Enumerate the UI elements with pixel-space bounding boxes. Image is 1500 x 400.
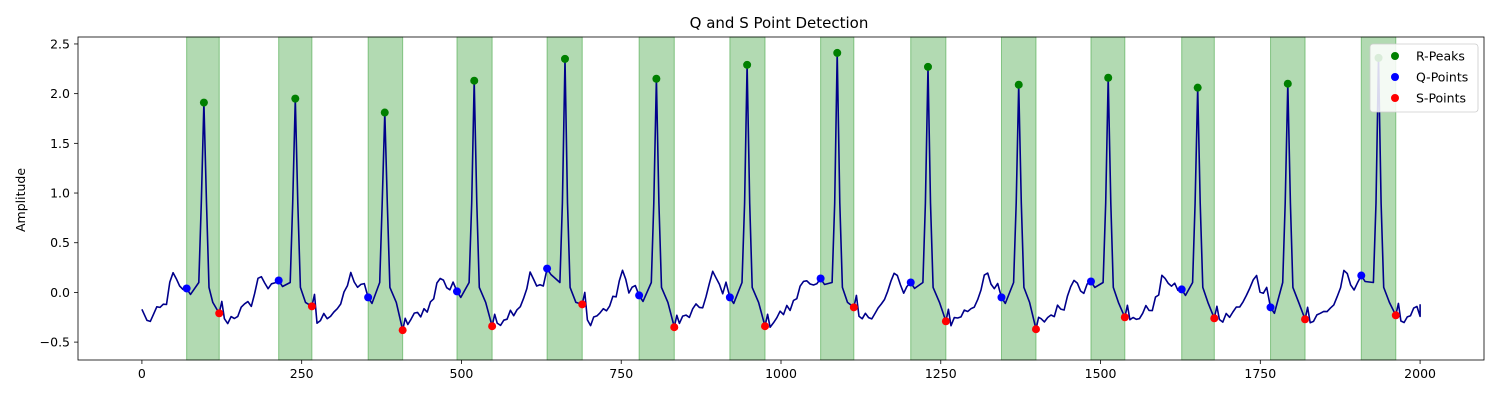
detection-bands: [186, 36, 1397, 361]
legend: R-Peaks Q-Points S-Points: [1369, 43, 1479, 113]
s-point-marker: [761, 322, 770, 331]
y-axis-title: Amplitude: [13, 168, 28, 232]
s-point-marker: [1301, 315, 1310, 324]
legend-label-q-points: Q-Points: [1416, 70, 1468, 85]
y-tick-label: 0.5: [50, 235, 70, 250]
s-point-marker: [849, 303, 858, 312]
s-point-marker: [1031, 325, 1040, 334]
s-point-marker: [1120, 313, 1129, 322]
q-point-marker: [725, 293, 734, 302]
r-peak-marker: [1193, 83, 1202, 92]
y-axis: −0.5 0.0 0.5 1.0 1.5 2.0 2.5: [40, 36, 78, 350]
ecg-signal-line: [141, 52, 1421, 331]
q-point-marker: [274, 276, 283, 285]
r-peak-marker: [1104, 73, 1113, 82]
x-tick-label: 500: [450, 366, 474, 381]
r-peak-marker: [199, 98, 208, 107]
r-peak-marker: [470, 76, 479, 85]
x-tick-label: 1000: [765, 366, 797, 381]
q-point-marker: [1177, 285, 1186, 294]
q-point-marker: [1086, 277, 1095, 286]
s-point-marker: [670, 323, 679, 332]
r-peak-marker: [1283, 79, 1292, 88]
x-tick-label: 0: [138, 366, 146, 381]
q-point-marker: [906, 278, 915, 287]
s-point-marker: [1210, 314, 1219, 323]
y-tick-label: 2.5: [50, 36, 70, 51]
x-axis: 0 250 500 750 1000 1250 1500 1750 2000: [138, 360, 1436, 381]
s-point-marker: [488, 322, 497, 331]
q-point-marker: [635, 291, 644, 300]
q-point-marker: [816, 274, 825, 283]
r-peak-marker: [652, 74, 661, 83]
legend-marker-q-points: [1391, 73, 1399, 81]
chart-title: Q and S Point Detection: [690, 14, 869, 32]
y-tick-label: 0.0: [50, 285, 70, 300]
detection-band: [278, 36, 313, 361]
q-point-marker: [182, 284, 191, 293]
q-point-marker: [452, 287, 461, 296]
x-tick-label: 750: [609, 366, 633, 381]
ecg-signal-layer: [141, 52, 1421, 331]
r-peak-marker: [743, 60, 752, 69]
r-peak-marker: [291, 94, 300, 103]
s-point-marker: [215, 309, 224, 318]
q-point-marker: [364, 293, 373, 302]
s-point-marker: [398, 326, 407, 335]
x-tick-label: 2000: [1404, 366, 1436, 381]
detection-band: [186, 36, 220, 361]
q-point-marker: [1266, 303, 1275, 312]
s-point-marker: [307, 302, 316, 311]
y-tick-label: 1.0: [50, 186, 70, 201]
q-point-marker: [997, 293, 1006, 302]
y-tick-label: 1.5: [50, 136, 70, 151]
y-tick-label: 2.0: [50, 86, 70, 101]
r-peak-marker: [833, 48, 842, 57]
legend-label-s-points: S-Points: [1416, 91, 1466, 106]
legend-label-r-peaks: R-Peaks: [1416, 49, 1465, 64]
r-peak-marker: [560, 54, 569, 63]
legend-marker-r-peaks: [1391, 52, 1399, 60]
s-point-marker: [1391, 311, 1400, 320]
s-point-marker: [578, 300, 587, 309]
detected-points-layer: [182, 48, 1400, 335]
q-point-marker: [1357, 271, 1366, 280]
x-tick-label: 250: [290, 366, 314, 381]
x-tick-label: 1250: [925, 366, 957, 381]
y-tick-label: −0.5: [40, 335, 70, 350]
r-peak-marker: [380, 108, 389, 117]
q-point-marker: [543, 264, 552, 273]
detection-band: [367, 36, 404, 361]
x-tick-label: 1500: [1085, 366, 1117, 381]
s-point-marker: [941, 317, 950, 326]
legend-marker-s-points: [1391, 94, 1399, 102]
x-tick-label: 1750: [1244, 366, 1276, 381]
r-peak-marker: [923, 62, 932, 71]
r-peak-marker: [1014, 80, 1023, 89]
